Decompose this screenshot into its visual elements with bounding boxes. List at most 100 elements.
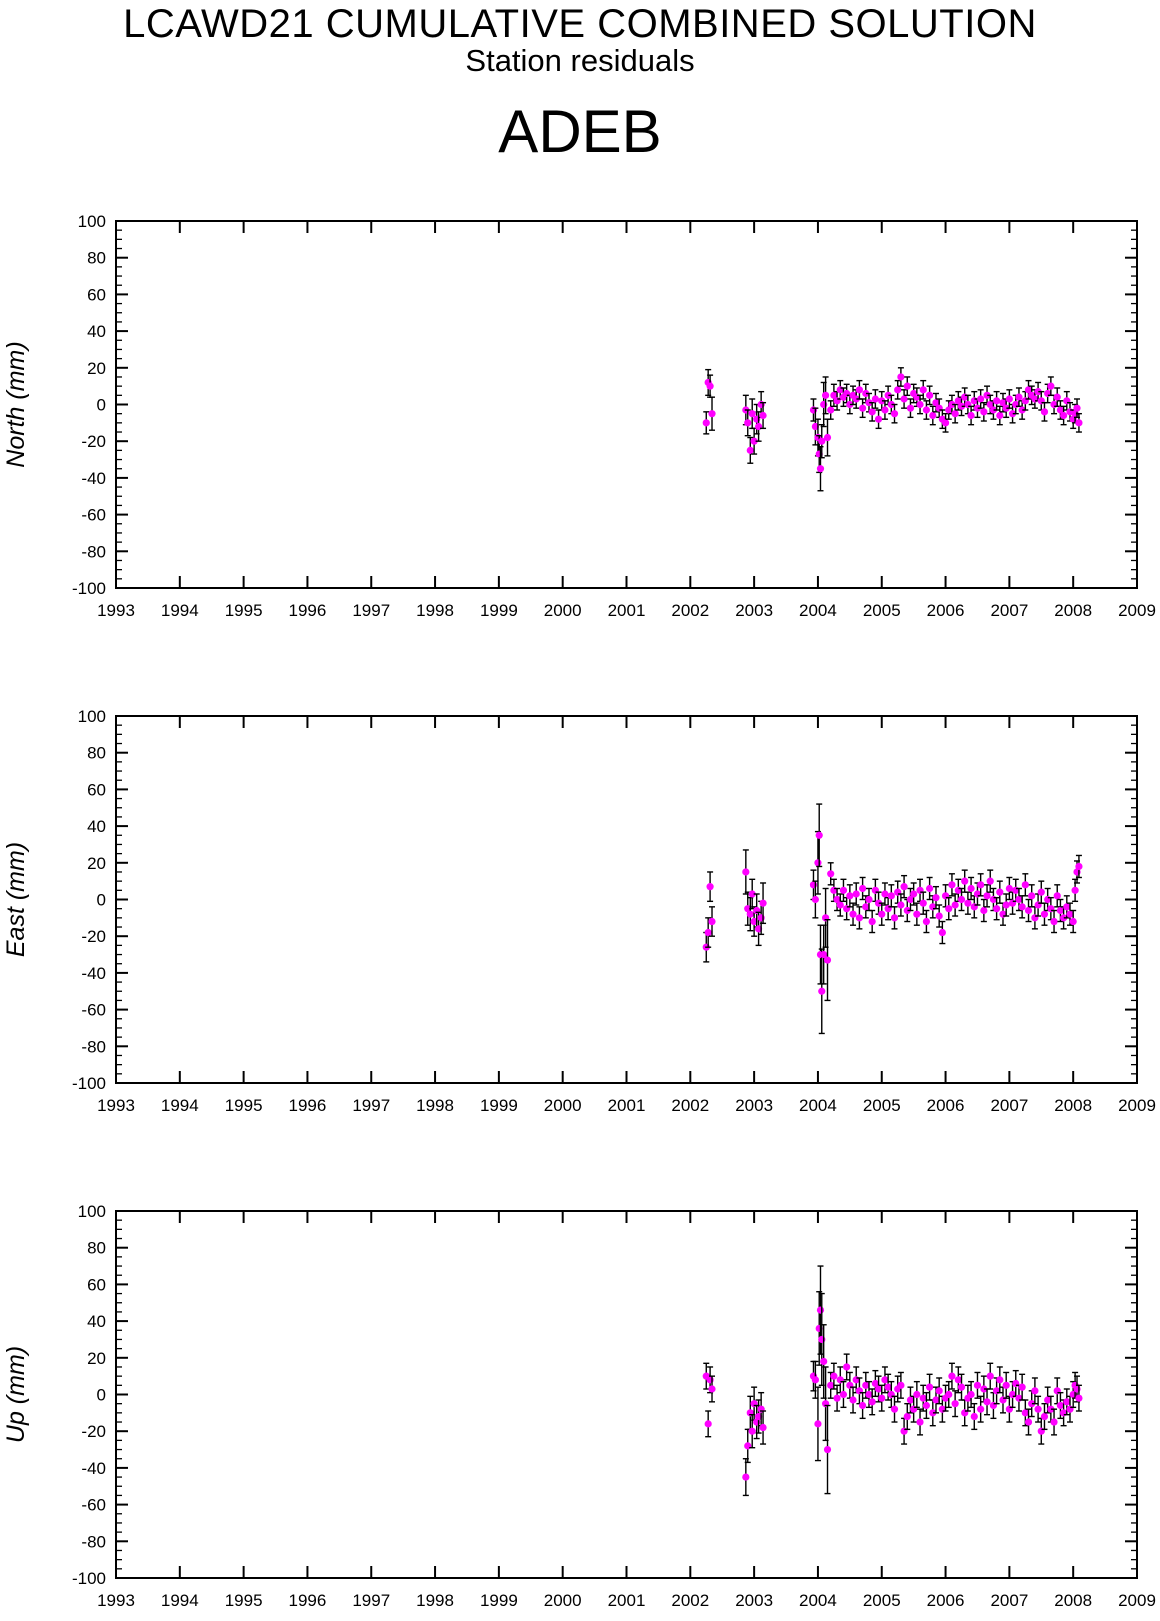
- data-point: [980, 906, 988, 915]
- data-point: [948, 1372, 956, 1380]
- data-point: [919, 386, 927, 394]
- data-point: [1018, 406, 1026, 414]
- data-point: [986, 877, 994, 885]
- data-point: [1050, 917, 1058, 926]
- x-tick-label: 2004: [799, 1096, 837, 1115]
- data-point: [957, 895, 966, 904]
- data-point: [938, 928, 946, 937]
- data-point: [820, 950, 828, 959]
- chart-panel-0: 1993 1994 1995 1996 1997 1998 1999 2000 2001 2002…: [2, 212, 1156, 620]
- data-point: [993, 905, 1001, 913]
- data-point: [823, 433, 832, 442]
- data-point: [823, 1445, 832, 1454]
- data-point: [702, 419, 710, 427]
- data-point: [868, 917, 876, 926]
- y-tick-label: 0: [97, 891, 106, 910]
- data-point: [957, 1383, 966, 1391]
- x-tick-label: 1994: [161, 1096, 199, 1115]
- data-point: [926, 391, 934, 399]
- data-point: [964, 899, 972, 907]
- data-point: [846, 400, 854, 409]
- data-point: [1018, 1383, 1026, 1391]
- data-point: [973, 404, 982, 412]
- data-point: [951, 901, 959, 909]
- data-point: [935, 1387, 943, 1395]
- data-point: [970, 1412, 978, 1421]
- y-tick-label: 100: [78, 212, 106, 231]
- data-point: [843, 1363, 851, 1371]
- data-point: [887, 400, 895, 409]
- data-point: [913, 910, 921, 918]
- data-point: [818, 987, 826, 995]
- x-tick-label: 1996: [289, 601, 327, 620]
- data-point: [993, 397, 1001, 405]
- data-point: [811, 422, 819, 431]
- y-tick-label: -60: [81, 1001, 106, 1020]
- data-point: [948, 400, 956, 409]
- data-point: [754, 1412, 763, 1421]
- data-point: [890, 410, 899, 418]
- data-point: [827, 870, 835, 878]
- data-point: [859, 404, 867, 412]
- data-point: [859, 884, 867, 893]
- x-tick-label: 2000: [544, 1591, 582, 1610]
- x-tick-label: 1996: [289, 1096, 327, 1115]
- data-point: [961, 877, 969, 885]
- data-point: [742, 1473, 750, 1481]
- data-point: [948, 881, 956, 889]
- y-tick-label: -40: [81, 964, 106, 983]
- data-point: [878, 1394, 886, 1402]
- station-name: ADEB: [498, 98, 662, 165]
- data-point: [1063, 1398, 1071, 1406]
- data-point: [983, 1398, 991, 1406]
- data-point: [830, 391, 838, 399]
- data-point: [945, 905, 953, 913]
- x-tick-label: 1996: [289, 1591, 327, 1610]
- data-point: [706, 883, 714, 891]
- data-point: [1073, 404, 1081, 412]
- x-tick-label: 2002: [671, 601, 709, 620]
- data-point: [884, 1383, 892, 1391]
- data-point: [929, 1409, 937, 1417]
- x-tick-label: 1993: [97, 1096, 135, 1115]
- x-tick-label: 1995: [225, 601, 263, 620]
- data-point: [941, 419, 950, 427]
- x-tick-label: 2003: [735, 1591, 773, 1610]
- chart-title: LCAWD21 CUMULATIVE COMBINED SOLUTION: [123, 2, 1037, 46]
- data-point: [748, 1427, 756, 1435]
- y-tick-label: -80: [81, 1037, 106, 1056]
- data-point: [922, 917, 931, 926]
- data-point: [827, 1381, 835, 1389]
- chart-subtitle: Station residuals: [465, 43, 695, 78]
- y-tick-label: -100: [72, 1569, 106, 1588]
- x-tick-label: 1993: [97, 601, 135, 620]
- x-tick-label: 1995: [225, 1096, 263, 1115]
- data-point: [903, 382, 911, 390]
- data-point: [871, 395, 879, 403]
- y-tick-label: 80: [87, 1239, 106, 1258]
- data-point: [1005, 884, 1013, 893]
- data-point: [932, 399, 940, 407]
- x-tick-label: 2005: [863, 601, 901, 620]
- data-point: [846, 892, 854, 900]
- data-point: [1034, 1405, 1042, 1413]
- data-point: [951, 410, 959, 418]
- x-tick-label: 1994: [161, 601, 199, 620]
- data-point: [996, 888, 1004, 896]
- x-tick-label: 1997: [352, 1096, 390, 1115]
- data-point: [1069, 917, 1077, 926]
- data-point: [894, 386, 902, 394]
- data-point: [871, 1379, 879, 1388]
- y-tick-label: 100: [78, 1202, 106, 1221]
- data-point: [973, 1381, 982, 1389]
- data-point: [910, 890, 918, 898]
- data-point: [862, 1381, 870, 1389]
- data-point: [1005, 395, 1013, 403]
- x-tick-label: 1993: [97, 1591, 135, 1610]
- data-point: [862, 389, 870, 398]
- data-point: [839, 886, 848, 894]
- x-tick-label: 2004: [799, 1591, 837, 1610]
- y-tick-label: -100: [72, 579, 106, 598]
- data-point: [1021, 1409, 1029, 1417]
- x-tick-label: 2008: [1054, 601, 1092, 620]
